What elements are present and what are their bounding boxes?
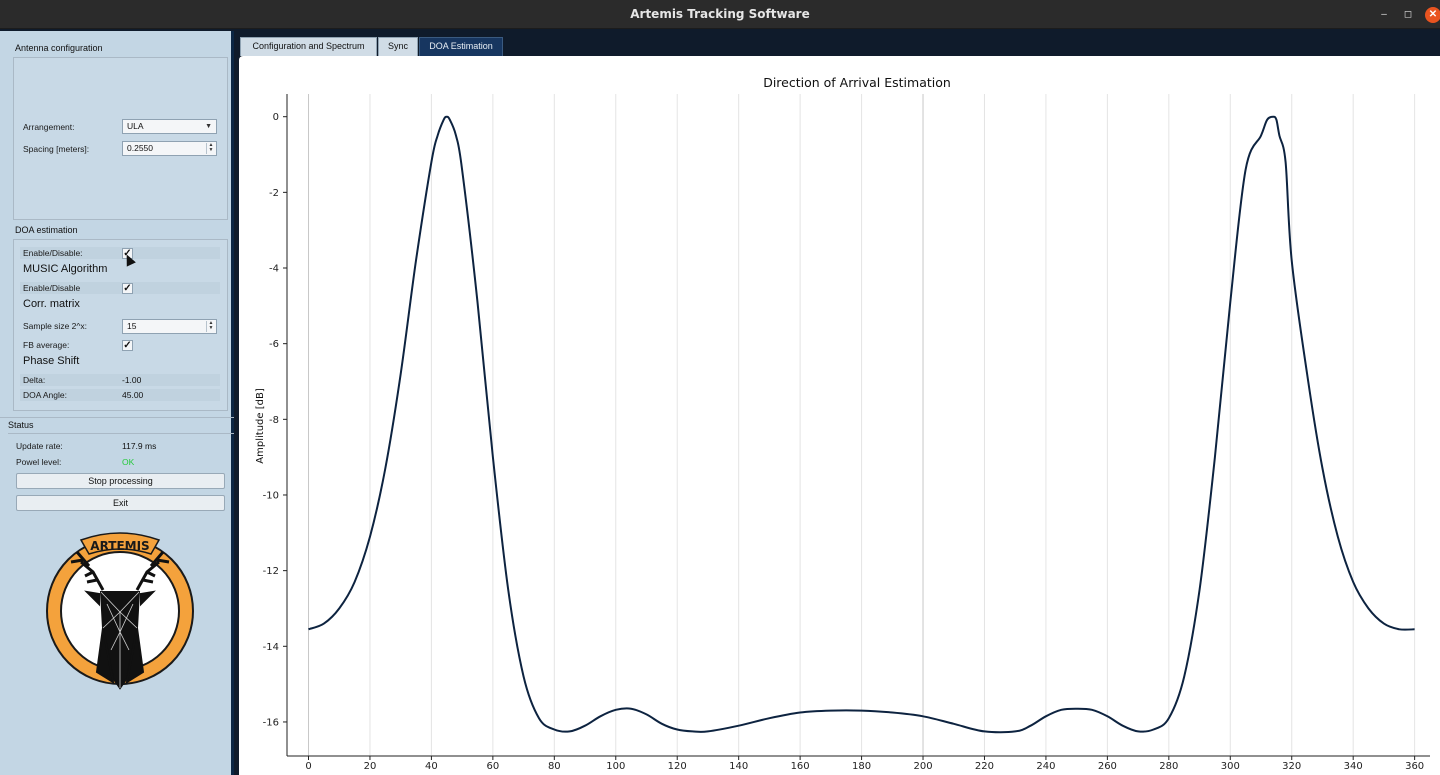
x-tick-label: 100 [606,761,625,772]
y-tick-label: -14 [263,642,279,653]
update-rate-value: 117.9 ms [122,441,157,451]
sample-size-value: 15 [127,321,137,331]
x-tick-label: 60 [486,761,499,772]
arrangement-value: ULA [127,121,144,131]
spacing-spinbox[interactable]: 0.2550 ▲ ▼ [122,141,217,156]
corr-matrix-heading: Corr. matrix [23,298,80,310]
x-tick-label: 260 [1098,761,1117,772]
arrangement-combo[interactable]: ULA ▼ [122,119,217,134]
stop-processing-button[interactable]: Stop processing [16,473,225,489]
exit-button[interactable]: Exit [16,495,225,511]
tab-configuration-spectrum[interactable]: Configuration and Spectrum [240,37,377,56]
power-level-status: OK [122,457,135,467]
x-tick-label: 320 [1282,761,1301,772]
x-tick-label: 40 [425,761,438,772]
maximize-icon[interactable]: ◻ [1403,9,1413,20]
row-background [20,374,220,386]
y-tick-labels: 0 -2 -4 -6 -8 -10 -12 -14 -16 [263,112,279,728]
music-enable-label: Enable/Disable: [23,248,83,258]
music-algorithm-heading: MUSIC Algorithm [23,263,108,275]
artemis-logo: ARTEMIS [46,532,194,690]
arrangement-label: Arrangement: [23,122,75,132]
x-tick-label: 220 [975,761,994,772]
fb-average-label: FB average: [23,340,70,350]
grid-lines [308,94,1416,756]
y-tick-label: -16 [263,717,279,728]
power-level-label: Powel level: [16,457,62,467]
sample-size-label: Sample size 2^x: [23,321,87,331]
title-bar: Artemis Tracking Software – ◻ ✕ [0,0,1440,29]
x-tick-label: 200 [913,761,932,772]
axes [283,94,1430,760]
divider [8,433,234,434]
x-tick-label: 180 [852,761,871,772]
row-background [20,247,220,259]
spacing-label: Spacing [meters]: [23,144,90,154]
deer-facets [100,591,140,688]
row-background [20,282,220,294]
x-tick-labels: 0 20 40 60 80 100 120 140 160 180 200 220 240 260 280 3… [305,761,1424,772]
logo-text: ARTEMIS [90,539,149,553]
x-tick-label: 240 [1036,761,1055,772]
x-tick-label: 140 [729,761,748,772]
y-tick-label: -4 [269,264,279,275]
x-tick-label: 280 [1159,761,1178,772]
y-tick-label: -2 [269,188,279,199]
doa-spectrum-line [308,115,1415,734]
antenna-config-group: Arrangement: ULA ▼ Spacing [meters]: 0.2… [13,57,228,220]
antenna-config-title: Antenna configuration [15,43,103,53]
x-tick-label: 120 [668,761,687,772]
series-group [308,115,1415,734]
delta-value: -1.00 [122,375,142,385]
corr-enable-checkbox[interactable]: ✓ [122,283,133,294]
status-title: Status [8,420,34,430]
row-background [20,389,220,401]
y-tick-label: -6 [269,339,279,350]
y-tick-label: 0 [273,112,279,123]
tab-doa-estimation[interactable]: DOA Estimation [419,37,503,56]
x-tick-label: 300 [1221,761,1240,772]
tab-sync[interactable]: Sync [378,37,418,56]
doa-estimation-title: DOA estimation [15,225,78,235]
x-tick-label: 340 [1344,761,1363,772]
close-icon[interactable]: ✕ [1425,7,1440,23]
doa-angle-label: DOA Angle: [23,390,67,400]
x-tick-label: 20 [364,761,377,772]
minimize-icon[interactable]: – [1381,9,1387,20]
spin-arrows-icon[interactable]: ▲ ▼ [206,321,215,332]
x-tick-label: 0 [305,761,311,772]
chevron-down-icon: ▼ [205,123,212,130]
doa-angle-value: 45.00 [122,390,144,400]
y-tick-label: -8 [269,415,279,426]
y-axis-label: Amplitude [dB] [255,388,266,464]
corr-enable-label: Enable/Disable [23,283,81,293]
plot-panel: Direction of Arrival Estimation Amplitud… [239,56,1440,775]
music-enable-checkbox[interactable]: ✓ [122,248,133,259]
spacing-value: 0.2550 [127,143,153,153]
spin-arrows-icon[interactable]: ▲ ▼ [206,143,215,154]
divider [0,417,234,418]
y-tick-label: -10 [263,490,279,501]
x-tick-label: 160 [791,761,810,772]
chart-title: Direction of Arrival Estimation [763,75,951,90]
control-panel: Antenna configuration Arrangement: ULA ▼… [0,31,234,775]
x-tick-label: 360 [1405,761,1424,772]
delta-label: Delta: [23,375,46,385]
sample-size-spinbox[interactable]: 15 ▲ ▼ [122,319,217,334]
update-rate-label: Update rate: [16,441,63,451]
fb-average-checkbox[interactable]: ✓ [122,340,133,351]
x-tick-label: 80 [548,761,561,772]
window-title: Artemis Tracking Software [630,7,810,21]
y-tick-label: -12 [263,566,279,577]
phase-shift-heading: Phase Shift [23,355,80,367]
doa-chart[interactable]: Direction of Arrival Estimation Amplitud… [239,56,1440,775]
